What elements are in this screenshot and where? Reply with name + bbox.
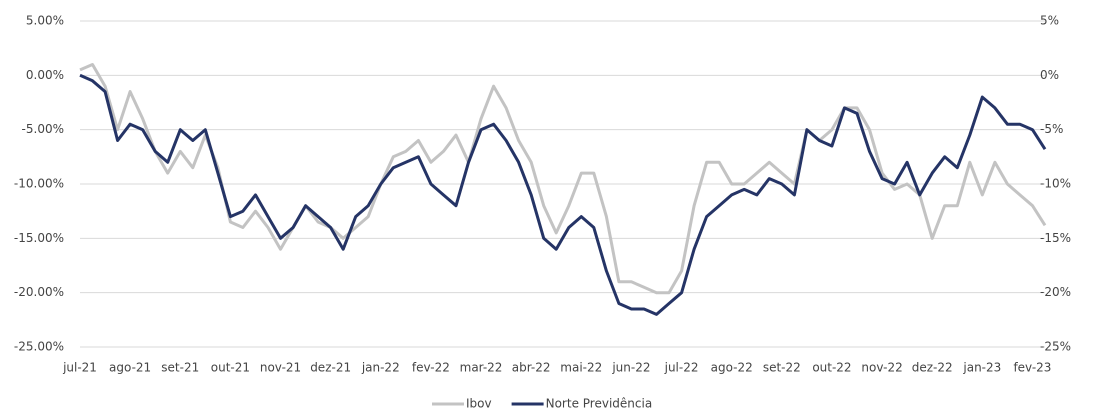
x-tick-label: ago-22 xyxy=(711,361,753,375)
series-line xyxy=(79,63,1047,295)
y-tick-label: -5.00% xyxy=(22,122,64,136)
x-tick-label: nov-22 xyxy=(861,361,902,375)
series-line xyxy=(79,73,1047,316)
x-tick-label: jul-22 xyxy=(664,361,699,375)
y-tick-label: -20.00% xyxy=(14,285,64,299)
y-tick-label: -10.00% xyxy=(14,177,64,191)
y-tick-label: 0.00% xyxy=(26,68,64,82)
x-tick-label: dez-22 xyxy=(912,361,953,375)
legend-label: Ibov xyxy=(466,397,492,411)
x-tick-label: fev-22 xyxy=(412,361,450,375)
x-tick-label: jul-21 xyxy=(62,361,97,375)
x-tick-label: dez-21 xyxy=(310,361,351,375)
x-tick-label: abr-22 xyxy=(512,361,551,375)
x-tick-label: mar-22 xyxy=(460,361,503,375)
x-tick-label: fev-23 xyxy=(1013,361,1051,375)
y2-tick-label: 5% xyxy=(1040,14,1059,28)
x-tick-label: set-22 xyxy=(763,361,801,375)
x-tick-label: out-21 xyxy=(211,361,250,375)
x-tick-label: jun-22 xyxy=(611,361,650,375)
x-tick-label: jan-22 xyxy=(361,361,400,375)
y2-tick-label: -15% xyxy=(1040,231,1071,245)
x-tick-label: out-22 xyxy=(812,361,851,375)
y-tick-label: 5.00% xyxy=(26,14,64,28)
legend-label: Norte Previdência xyxy=(546,397,653,411)
x-tick-label: mai-22 xyxy=(560,361,602,375)
y2-tick-label: 0% xyxy=(1040,68,1059,82)
y2-tick-label: -5% xyxy=(1040,122,1063,136)
x-tick-label: jan-23 xyxy=(962,361,1001,375)
y2-tick-label: -25% xyxy=(1040,340,1071,354)
y-tick-label: -25.00% xyxy=(14,340,64,354)
x-tick-label: nov-21 xyxy=(260,361,301,375)
y-tick-label: -15.00% xyxy=(14,231,64,245)
y2-tick-label: -20% xyxy=(1040,285,1071,299)
x-tick-label: ago-21 xyxy=(109,361,151,375)
x-tick-label: set-21 xyxy=(161,361,199,375)
y2-tick-label: -10% xyxy=(1040,177,1071,191)
